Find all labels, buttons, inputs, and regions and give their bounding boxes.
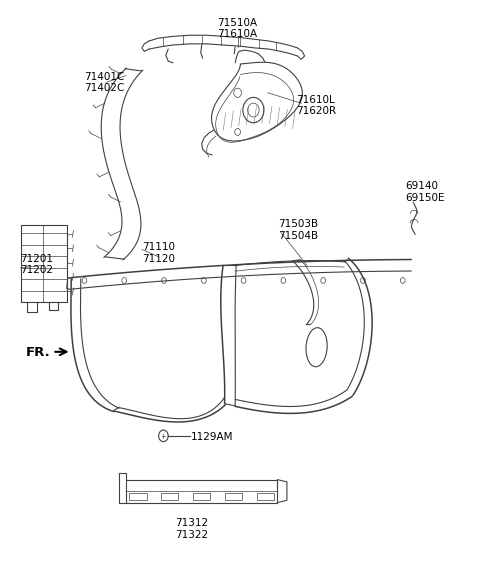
Bar	[257, 493, 274, 500]
Text: 71401C
71402C: 71401C 71402C	[84, 72, 125, 93]
Bar	[225, 493, 242, 500]
Text: 71510A
71610A: 71510A 71610A	[217, 17, 258, 39]
Bar	[161, 493, 179, 500]
Text: 71110
71120: 71110 71120	[142, 242, 175, 264]
Text: 71201
71202: 71201 71202	[20, 253, 53, 275]
Text: 71503B
71504B: 71503B 71504B	[278, 219, 318, 241]
Text: 69140
69150E: 69140 69150E	[405, 181, 444, 203]
Bar	[193, 493, 210, 500]
Text: 71312
71322: 71312 71322	[176, 518, 209, 540]
Text: 1129AM: 1129AM	[191, 432, 234, 442]
Text: FR.: FR.	[25, 346, 50, 359]
Bar	[130, 493, 147, 500]
Text: 71610L
71620R: 71610L 71620R	[297, 95, 336, 116]
